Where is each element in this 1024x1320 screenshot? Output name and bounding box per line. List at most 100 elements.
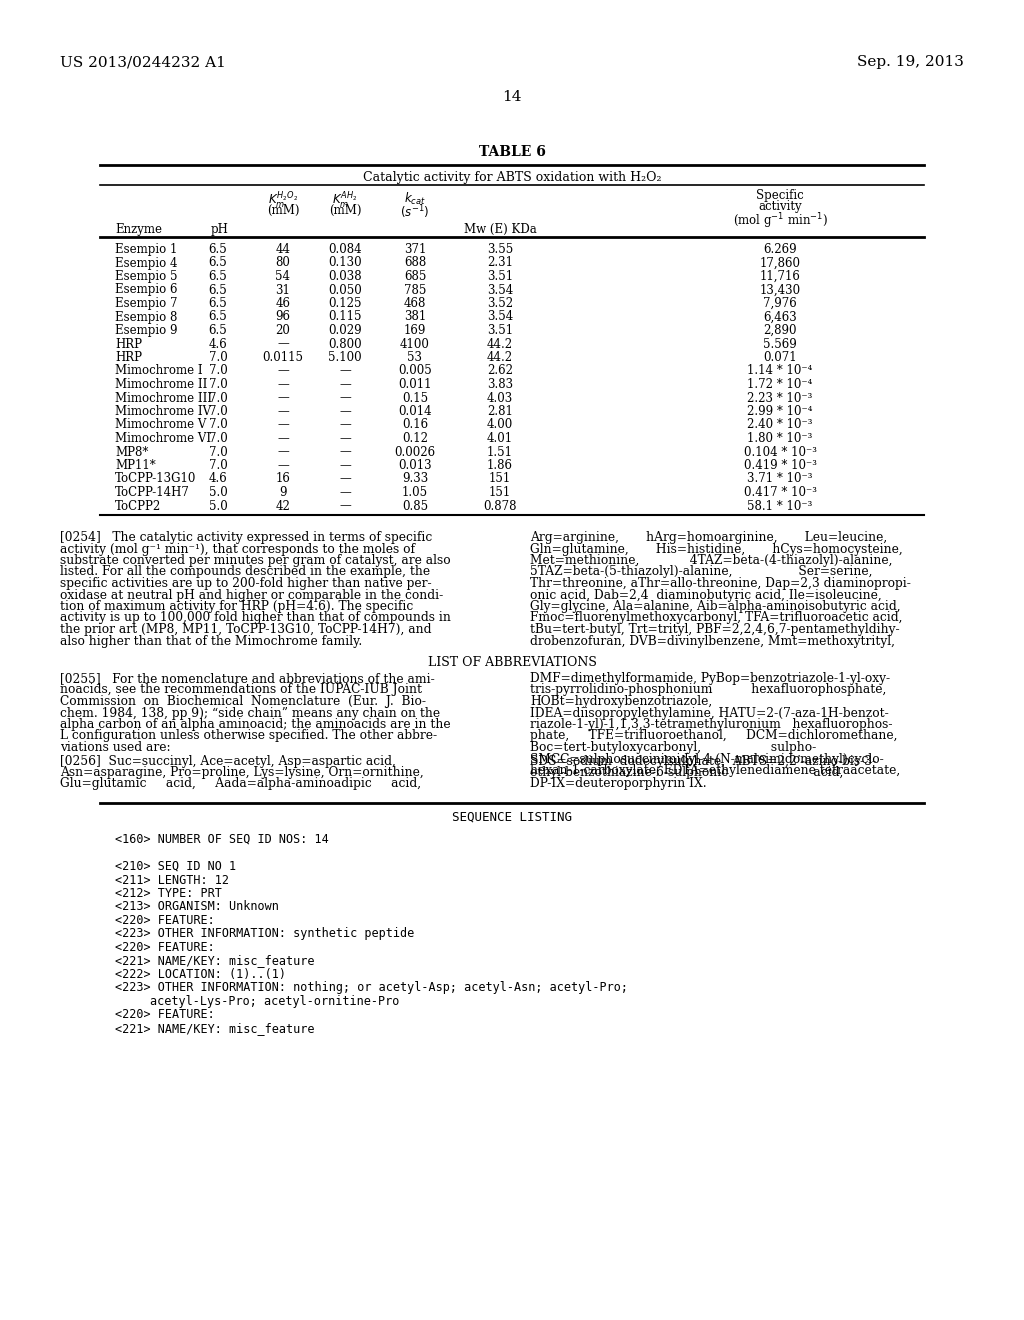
Text: —: —: [278, 405, 289, 418]
Text: Esempio 6: Esempio 6: [115, 284, 177, 297]
Text: 4.6: 4.6: [209, 338, 227, 351]
Text: 0.005: 0.005: [398, 364, 432, 378]
Text: —: —: [339, 378, 351, 391]
Text: 13,430: 13,430: [760, 284, 801, 297]
Text: ToCPP-14H7: ToCPP-14H7: [115, 486, 189, 499]
Text: SMCC=sulphosuccinimidyl-4-(N-maleimidomethyl)cyclo-: SMCC=sulphosuccinimidyl-4-(N-maleimidome…: [530, 752, 884, 766]
Text: riazole-1-yl)-1,1,3,3-tetramethyluronium   hexafluorophos-: riazole-1-yl)-1,1,3,3-tetramethyluronium…: [530, 718, 893, 731]
Text: IDEA=diisopropylethylamine, HATU=2-(7-aza-1H-benzot-: IDEA=diisopropylethylamine, HATU=2-(7-az…: [530, 706, 889, 719]
Text: acetyl-Lys-Pro; acetyl-ornitine-Pro: acetyl-Lys-Pro; acetyl-ornitine-Pro: [150, 995, 399, 1008]
Text: 7.0: 7.0: [209, 392, 227, 404]
Text: 1.05: 1.05: [402, 486, 428, 499]
Text: 0.125: 0.125: [329, 297, 361, 310]
Text: <222> LOCATION: (1)..(1): <222> LOCATION: (1)..(1): [115, 968, 286, 981]
Text: 0.800: 0.800: [328, 338, 361, 351]
Text: 44: 44: [275, 243, 291, 256]
Text: 688: 688: [403, 256, 426, 269]
Text: Commission  on  Biochemical  Nomenclature  (Eur.  J.  Bio-: Commission on Biochemical Nomenclature (…: [60, 696, 426, 708]
Text: also higher than that of the Mimochrome family.: also higher than that of the Mimochrome …: [60, 635, 362, 648]
Text: —: —: [339, 473, 351, 486]
Text: 0.12: 0.12: [402, 432, 428, 445]
Text: Glu=glutamic     acid,     Aada=alpha-aminoadipic     acid,: Glu=glutamic acid, Aada=alpha-aminoadipi…: [60, 777, 421, 791]
Text: 5.569: 5.569: [763, 338, 797, 351]
Text: 3.83: 3.83: [487, 378, 513, 391]
Text: Gly=glycine, Ala=alanine, Aib=alpha-aminoisobutyric acid,: Gly=glycine, Ala=alanine, Aib=alpha-amin…: [530, 601, 901, 612]
Text: 0.16: 0.16: [402, 418, 428, 432]
Text: 381: 381: [403, 310, 426, 323]
Text: 785: 785: [403, 284, 426, 297]
Text: 6.5: 6.5: [209, 271, 227, 282]
Text: <223> OTHER INFORMATION: synthetic peptide: <223> OTHER INFORMATION: synthetic pepti…: [115, 928, 415, 940]
Text: 0.130: 0.130: [328, 256, 361, 269]
Text: HRP: HRP: [115, 351, 142, 364]
Text: 5.0: 5.0: [209, 486, 227, 499]
Text: HOBt=hydroxybenzotriazole,: HOBt=hydroxybenzotriazole,: [530, 696, 713, 708]
Text: 4.03: 4.03: [486, 392, 513, 404]
Text: US 2013/0244232 A1: US 2013/0244232 A1: [60, 55, 226, 69]
Text: activity (mol g⁻¹ min⁻¹), that corresponds to the moles of: activity (mol g⁻¹ min⁻¹), that correspon…: [60, 543, 415, 556]
Text: 6.5: 6.5: [209, 297, 227, 310]
Text: 20: 20: [275, 323, 291, 337]
Text: 54: 54: [275, 271, 291, 282]
Text: 1.80 * 10⁻³: 1.80 * 10⁻³: [748, 432, 813, 445]
Text: L configuration unless otherwise specified. The other abbre-: L configuration unless otherwise specifi…: [60, 730, 437, 742]
Text: Mimochrome V: Mimochrome V: [115, 418, 207, 432]
Text: 4.6: 4.6: [209, 473, 227, 486]
Text: 7.0: 7.0: [209, 446, 227, 458]
Text: —: —: [278, 446, 289, 458]
Text: —: —: [278, 418, 289, 432]
Text: —: —: [339, 486, 351, 499]
Text: TABLE 6: TABLE 6: [478, 145, 546, 158]
Text: 4.00: 4.00: [486, 418, 513, 432]
Text: Esempio 4: Esempio 4: [115, 256, 177, 269]
Text: oxidase at neutral pH and higher or comparable in the condi-: oxidase at neutral pH and higher or comp…: [60, 589, 443, 602]
Text: 42: 42: [275, 499, 291, 512]
Text: 4100: 4100: [400, 338, 430, 351]
Text: 44.2: 44.2: [487, 351, 513, 364]
Text: 3.54: 3.54: [486, 310, 513, 323]
Text: 7.0: 7.0: [209, 418, 227, 432]
Text: substrate converted per minutes per gram of catalyst, are also: substrate converted per minutes per gram…: [60, 554, 451, 568]
Text: 14: 14: [502, 90, 522, 104]
Text: —: —: [278, 459, 289, 473]
Text: <221> NAME/KEY: misc_feature: <221> NAME/KEY: misc_feature: [115, 954, 314, 968]
Text: 5.100: 5.100: [328, 351, 361, 364]
Text: MP8*: MP8*: [115, 446, 148, 458]
Text: drobenzofuran, DVB=divinylbenzene, Mmt=methoxytrityl,: drobenzofuran, DVB=divinylbenzene, Mmt=m…: [530, 635, 895, 648]
Text: viations used are:: viations used are:: [60, 741, 171, 754]
Text: 96: 96: [275, 310, 291, 323]
Text: MP11*: MP11*: [115, 459, 156, 473]
Text: 1.51: 1.51: [487, 446, 513, 458]
Text: <220> FEATURE:: <220> FEATURE:: [115, 913, 215, 927]
Text: $(s^{-1})$: $(s^{-1})$: [400, 203, 430, 220]
Text: 9.33: 9.33: [401, 473, 428, 486]
Text: activity: activity: [758, 201, 802, 213]
Text: activity is up to 100,000 fold higher than that of compounds in: activity is up to 100,000 fold higher th…: [60, 611, 451, 624]
Text: 6.269: 6.269: [763, 243, 797, 256]
Text: 2,890: 2,890: [763, 323, 797, 337]
Text: Esempio 5: Esempio 5: [115, 271, 177, 282]
Text: listed. For all the compounds described in the example, the: listed. For all the compounds described …: [60, 565, 430, 578]
Text: (mM): (mM): [329, 205, 361, 216]
Text: Mimochrome VI: Mimochrome VI: [115, 432, 211, 445]
Text: —: —: [339, 364, 351, 378]
Text: [0254]   The catalytic activity expressed in terms of specific: [0254] The catalytic activity expressed …: [60, 531, 432, 544]
Text: <212> TYPE: PRT: <212> TYPE: PRT: [115, 887, 222, 900]
Text: Esempio 7: Esempio 7: [115, 297, 177, 310]
Text: the prior art (MP8, MP11, ToCPP-13G10, ToCPP-14H7), and: the prior art (MP8, MP11, ToCPP-13G10, T…: [60, 623, 431, 636]
Text: Mimochrome III: Mimochrome III: [115, 392, 212, 404]
Text: 1.72 * 10⁻⁴: 1.72 * 10⁻⁴: [748, 378, 813, 391]
Text: 1.86: 1.86: [487, 459, 513, 473]
Text: Mimochrome I: Mimochrome I: [115, 364, 203, 378]
Text: 2.40 * 10⁻³: 2.40 * 10⁻³: [748, 418, 813, 432]
Text: —: —: [339, 459, 351, 473]
Text: 80: 80: [275, 256, 291, 269]
Text: 0.013: 0.013: [398, 459, 432, 473]
Text: noacids, see the recommendations of the IUPAC-IUB Joint: noacids, see the recommendations of the …: [60, 684, 422, 697]
Text: tBu=tert-butyl, Trt=trityl, PBF=2,2,4,6,7-pentamethyldihy-: tBu=tert-butyl, Trt=trityl, PBF=2,2,4,6,…: [530, 623, 900, 636]
Text: 53: 53: [408, 351, 423, 364]
Text: 6.5: 6.5: [209, 323, 227, 337]
Text: ToCPP2: ToCPP2: [115, 499, 161, 512]
Text: 0.011: 0.011: [398, 378, 432, 391]
Text: —: —: [339, 432, 351, 445]
